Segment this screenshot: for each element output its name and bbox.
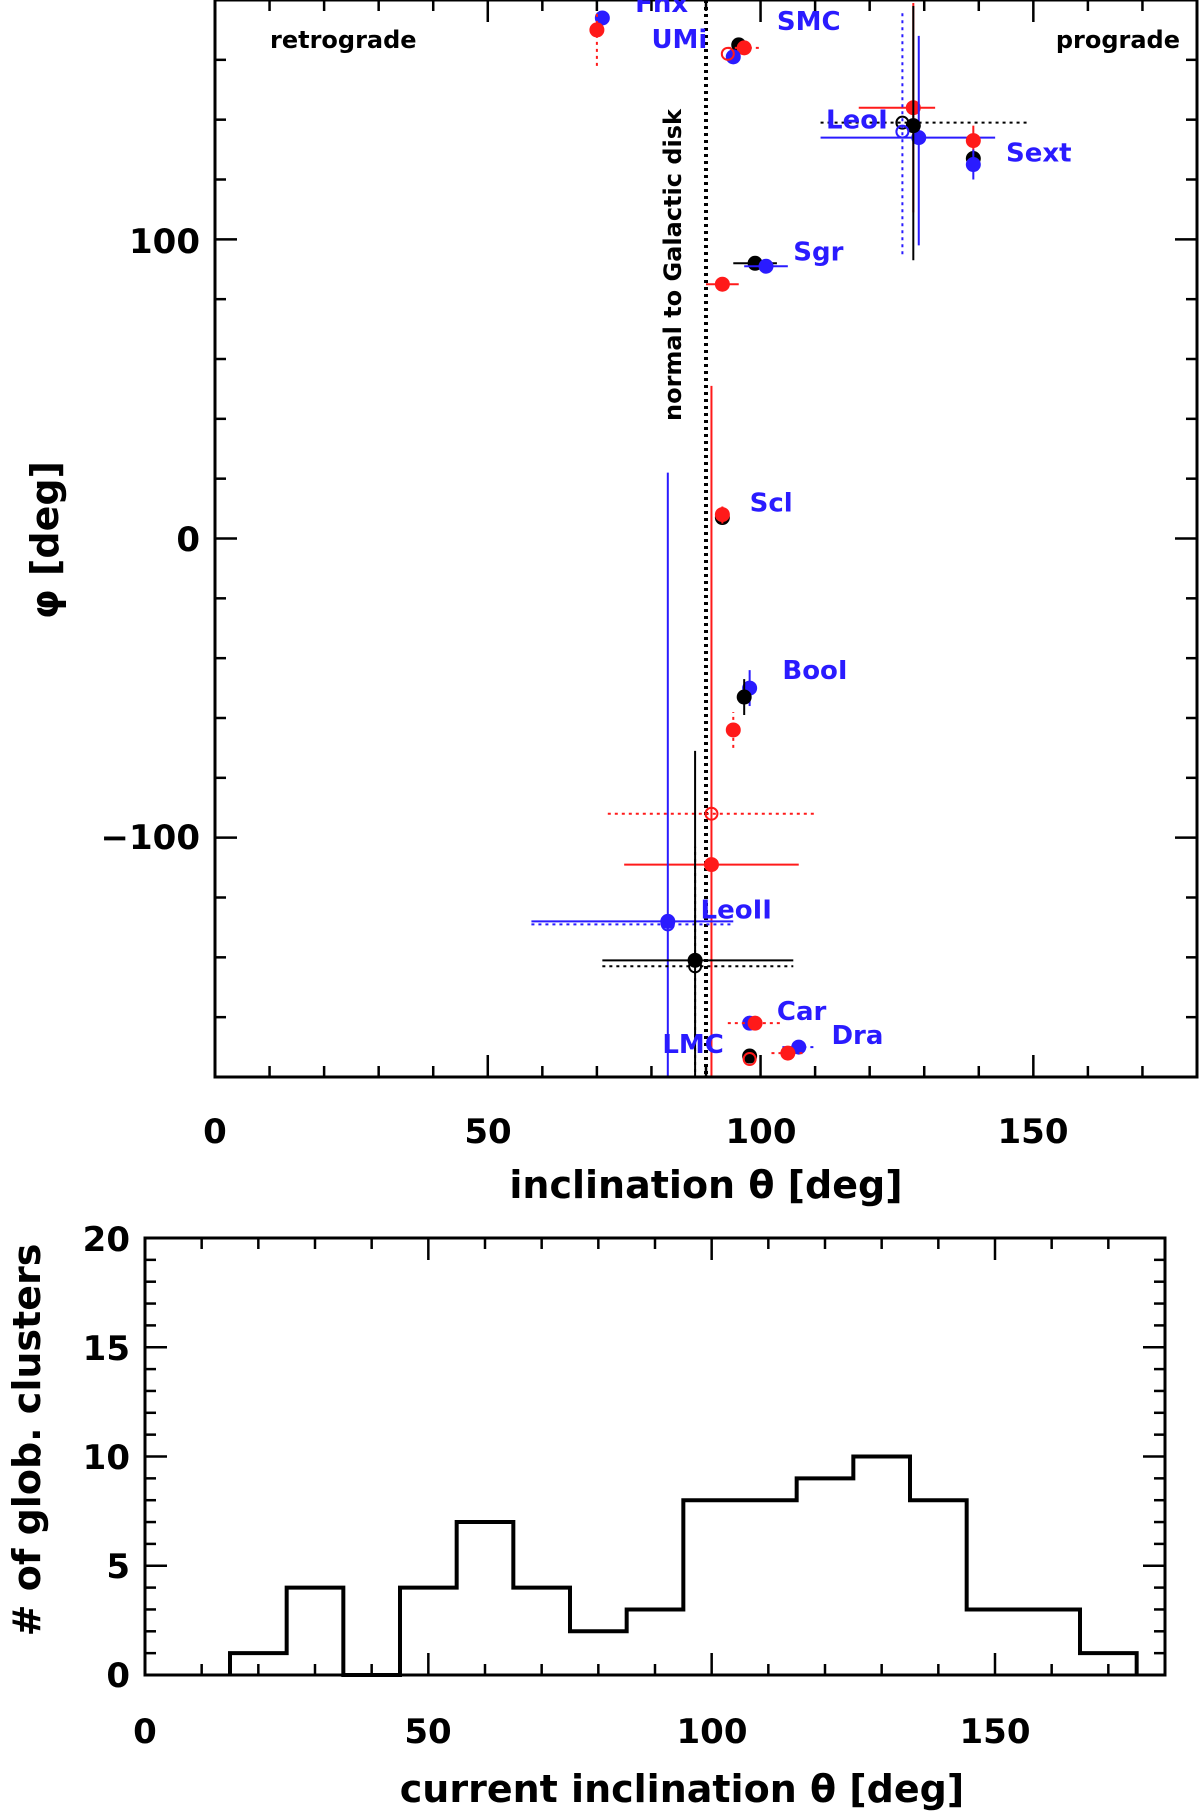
scatter-marks — [531, 0, 1028, 1077]
filled-marker — [725, 722, 741, 738]
data-point — [744, 258, 788, 274]
filled-marker — [747, 1015, 763, 1031]
filled-marker — [589, 22, 605, 38]
open-marker — [660, 917, 675, 932]
filled-marker — [736, 40, 752, 56]
open-marker — [742, 1052, 757, 1067]
y-tick-label: 15 — [83, 1329, 130, 1369]
filled-marker — [714, 276, 730, 292]
data-point — [965, 149, 981, 180]
open-marker — [688, 959, 703, 974]
data-point — [706, 276, 739, 292]
data-point — [602, 846, 794, 1077]
y-axis-title: φ [deg] — [23, 461, 67, 619]
galaxy-label: Fnx — [635, 0, 688, 19]
filled-marker — [758, 258, 774, 274]
data-point — [771, 1045, 805, 1061]
filled-marker — [780, 1045, 796, 1061]
histogram-panel: 0 50 100 150 0 5 10 15 20 current inclin… — [5, 1220, 1167, 1811]
data-point — [594, 10, 610, 26]
histogram-ticks — [143, 1236, 1167, 1677]
open-marker — [895, 124, 910, 139]
data-point — [624, 385, 799, 1077]
x-tick-label: 0 — [203, 1112, 227, 1152]
x-tick-label: 150 — [960, 1712, 1031, 1752]
galaxy-labels: Fnx UMi SMC LeoI Sext Sgr Scl BooI LeoII… — [635, 0, 1072, 1060]
filled-marker — [703, 857, 719, 873]
x-axis-title: current inclination θ [deg] — [400, 1767, 964, 1811]
x-tick-label: 100 — [677, 1712, 748, 1752]
data-point — [895, 11, 910, 255]
x-axis-title: inclination θ [deg] — [509, 1163, 902, 1207]
retrograde-label: retrograde — [270, 26, 417, 54]
y-tick-label: 5 — [106, 1547, 130, 1587]
y-axis-title: # of glob. clusters — [5, 1244, 49, 1637]
y-tick-label: 20 — [83, 1220, 130, 1260]
data-point — [736, 679, 752, 716]
data-point — [589, 0, 605, 66]
filled-marker — [911, 130, 927, 146]
y-tick-label: −100 — [101, 818, 200, 858]
data-point — [905, 5, 921, 261]
data-point — [727, 1015, 783, 1031]
prograde-label: prograde — [1056, 26, 1180, 54]
data-point — [742, 1048, 758, 1064]
scatter-ticks — [213, 0, 1199, 1079]
scatter-panel: 0 50 100 150 −100 0 100 inclination θ [d… — [23, 0, 1199, 1207]
data-point — [782, 1039, 816, 1055]
x-tick-label: 150 — [998, 1112, 1069, 1152]
y-tick-label: 10 — [83, 1438, 130, 1478]
data-point — [727, 40, 761, 56]
scatter-plot-area — [531, 0, 1028, 1077]
x-tick-label: 0 — [133, 1712, 157, 1752]
filled-marker — [965, 133, 981, 149]
filled-marker — [742, 1048, 758, 1064]
data-point — [725, 712, 741, 748]
y-tick-label: 100 — [129, 222, 200, 262]
filled-marker — [791, 1039, 807, 1055]
galaxy-label: SMC — [777, 7, 841, 37]
data-point — [820, 35, 996, 246]
data-point — [742, 1052, 757, 1067]
galaxy-label: LeoII — [701, 895, 772, 925]
galaxy-label: LMC — [662, 1030, 724, 1060]
filled-marker — [714, 507, 730, 523]
galaxy-label: Sgr — [793, 237, 843, 267]
galaxy-label: LeoI — [826, 106, 888, 136]
y-tick-label: 0 — [106, 1656, 130, 1696]
data-point — [714, 505, 730, 524]
galaxy-label: Scl — [750, 489, 793, 519]
data-point — [531, 917, 734, 932]
histogram-step-line — [228, 1454, 1139, 1677]
y-tick-label: 0 — [176, 520, 200, 560]
galaxy-label: BooI — [782, 656, 847, 686]
filled-marker — [965, 157, 981, 173]
data-point — [720, 46, 735, 61]
galaxy-label: Sext — [1006, 139, 1072, 169]
x-tick-label: 100 — [726, 1112, 797, 1152]
open-marker — [720, 46, 735, 61]
galaxy-label: UMi — [651, 25, 707, 55]
galaxy-label: Dra — [831, 1021, 883, 1051]
galaxy-label: Car — [777, 997, 827, 1027]
x-tick-label: 50 — [404, 1712, 451, 1752]
galactic-normal-label: normal to Galactic disk — [659, 108, 687, 421]
filled-marker — [736, 689, 752, 705]
filled-marker — [905, 118, 921, 134]
filled-marker — [594, 10, 610, 26]
x-tick-label: 50 — [464, 1112, 511, 1152]
